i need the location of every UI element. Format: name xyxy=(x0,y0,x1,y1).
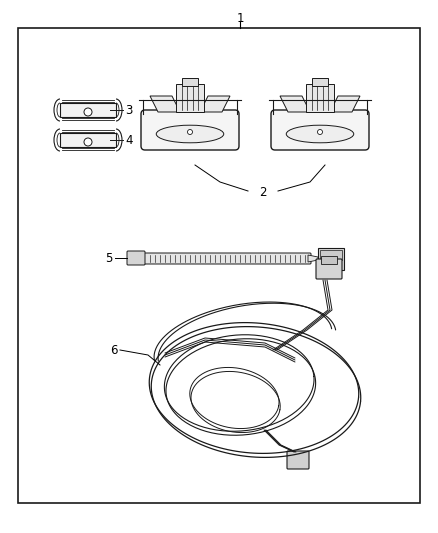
Text: 1: 1 xyxy=(236,12,244,25)
Polygon shape xyxy=(200,96,230,112)
FancyBboxPatch shape xyxy=(306,84,334,112)
FancyBboxPatch shape xyxy=(287,451,309,469)
Text: 5: 5 xyxy=(106,252,113,264)
FancyBboxPatch shape xyxy=(321,256,337,264)
Text: 2: 2 xyxy=(259,187,267,199)
Polygon shape xyxy=(280,96,310,112)
Polygon shape xyxy=(308,255,318,262)
FancyBboxPatch shape xyxy=(271,110,369,150)
Bar xyxy=(18,28,420,503)
Circle shape xyxy=(187,130,192,134)
FancyBboxPatch shape xyxy=(127,251,145,265)
FancyBboxPatch shape xyxy=(60,103,116,117)
FancyBboxPatch shape xyxy=(176,84,204,112)
FancyBboxPatch shape xyxy=(182,78,198,86)
Circle shape xyxy=(318,130,322,134)
FancyBboxPatch shape xyxy=(320,250,342,260)
Circle shape xyxy=(84,138,92,146)
Polygon shape xyxy=(150,96,180,112)
Circle shape xyxy=(84,108,92,116)
Ellipse shape xyxy=(286,125,354,143)
FancyBboxPatch shape xyxy=(60,133,116,147)
Text: 4: 4 xyxy=(125,133,133,147)
FancyBboxPatch shape xyxy=(318,248,344,270)
Polygon shape xyxy=(330,96,360,112)
FancyBboxPatch shape xyxy=(141,110,239,150)
FancyBboxPatch shape xyxy=(316,259,342,279)
FancyBboxPatch shape xyxy=(312,78,328,86)
FancyBboxPatch shape xyxy=(141,253,311,264)
Text: 6: 6 xyxy=(110,343,118,357)
Ellipse shape xyxy=(156,125,224,143)
Text: 3: 3 xyxy=(125,103,132,117)
